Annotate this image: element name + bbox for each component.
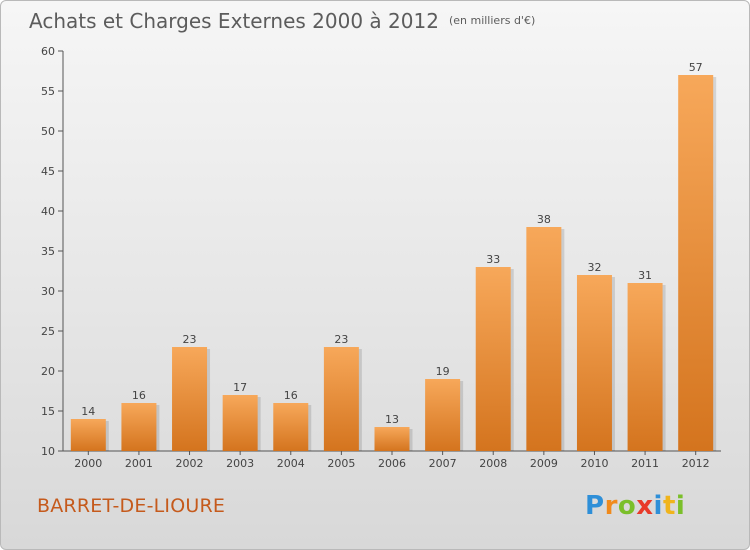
bar <box>627 283 663 451</box>
logo-letter: i <box>675 491 686 521</box>
y-tick-label: 45 <box>41 165 55 178</box>
x-tick-label: 2007 <box>429 457 457 470</box>
bar <box>70 419 106 451</box>
bar-value-label: 13 <box>385 413 399 426</box>
y-tick-label: 55 <box>41 85 55 98</box>
bar <box>475 267 511 451</box>
commune-name: BARRET-DE-LIOURE <box>37 495 226 517</box>
x-tick-label: 2012 <box>682 457 710 470</box>
bar <box>576 275 612 451</box>
logo-letter: o <box>617 491 637 521</box>
x-tick-label: 2009 <box>530 457 558 470</box>
bar-value-label: 23 <box>334 333 348 346</box>
x-tick-label: 2006 <box>378 457 406 470</box>
bar <box>374 427 410 451</box>
bar-value-label: 33 <box>486 253 500 266</box>
bar <box>273 403 309 451</box>
y-tick-label: 10 <box>41 445 55 458</box>
chart-title-text: Achats et Charges Externes 2000 à 2012 <box>29 9 439 33</box>
bar-value-label: 31 <box>638 269 652 282</box>
x-tick-label: 2010 <box>580 457 608 470</box>
proxiti-logo[interactable]: Proxiti <box>585 491 685 521</box>
bar-value-label: 16 <box>132 389 146 402</box>
bar-value-label: 23 <box>183 333 197 346</box>
x-tick-label: 2003 <box>226 457 254 470</box>
bar <box>425 379 461 451</box>
bar <box>526 227 562 451</box>
bar-value-label: 38 <box>537 213 551 226</box>
bar-value-label: 16 <box>284 389 298 402</box>
bar <box>222 395 258 451</box>
y-tick-label: 40 <box>41 205 55 218</box>
x-tick-label: 2011 <box>631 457 659 470</box>
y-tick-label: 50 <box>41 125 55 138</box>
y-tick-label: 35 <box>41 245 55 258</box>
bar-value-label: 57 <box>689 61 703 74</box>
y-tick-label: 60 <box>41 45 55 58</box>
x-tick-label: 2005 <box>327 457 355 470</box>
bar-value-label: 17 <box>233 381 247 394</box>
bar <box>323 347 359 451</box>
logo-letter: t <box>662 491 676 521</box>
bar-value-label: 19 <box>436 365 450 378</box>
bar-value-label: 14 <box>81 405 95 418</box>
chart-title: Achats et Charges Externes 2000 à 2012 (e… <box>29 9 535 33</box>
y-tick-label: 25 <box>41 325 55 338</box>
y-tick-label: 20 <box>41 365 55 378</box>
chart-unit: (en milliers d'€) <box>448 14 536 27</box>
logo-letter: P <box>585 491 605 521</box>
bar <box>678 75 714 451</box>
y-tick-label: 30 <box>41 285 55 298</box>
bar-value-label: 32 <box>587 261 601 274</box>
logo-letter: x <box>636 491 654 521</box>
x-tick-label: 2004 <box>277 457 305 470</box>
x-tick-label: 2008 <box>479 457 507 470</box>
logo-letter: i <box>653 491 663 521</box>
y-tick-label: 15 <box>41 405 55 418</box>
x-tick-label: 2000 <box>74 457 102 470</box>
x-tick-label: 2002 <box>176 457 204 470</box>
x-tick-label: 2001 <box>125 457 153 470</box>
logo-letter: r <box>604 491 618 521</box>
bar <box>172 347 208 451</box>
bar <box>121 403 157 451</box>
